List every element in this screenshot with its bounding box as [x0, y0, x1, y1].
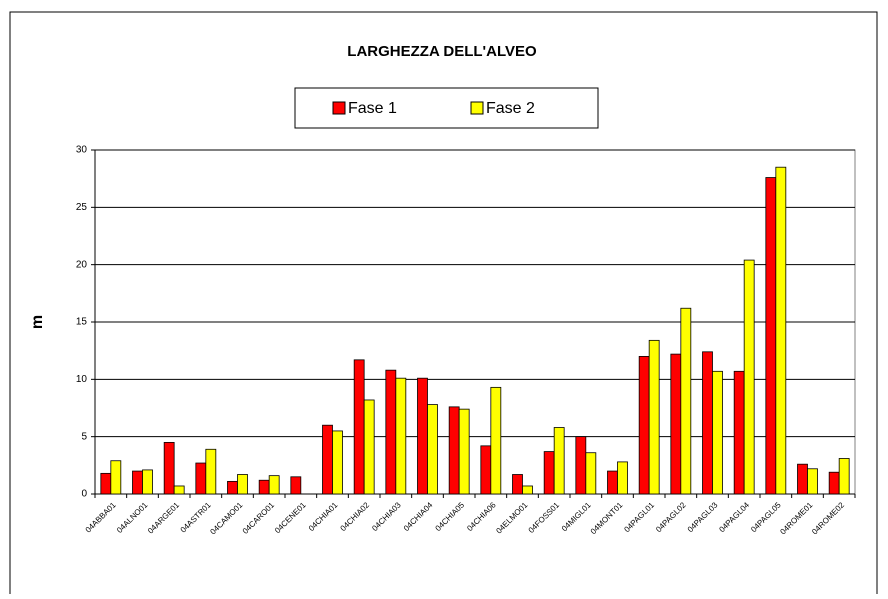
bar [237, 474, 248, 495]
legend-swatch [470, 101, 484, 115]
bar [173, 485, 185, 495]
bar [100, 472, 112, 495]
bar [458, 408, 470, 495]
y-tick-label: 0 [81, 489, 87, 500]
y-tick-label: 15 [76, 317, 88, 328]
bar [702, 351, 713, 495]
bar [617, 461, 628, 495]
bar [743, 259, 755, 495]
bar [712, 370, 723, 495]
bar [607, 470, 618, 495]
bar [480, 445, 492, 495]
bar [638, 355, 650, 495]
y-tick-label: 10 [76, 374, 88, 385]
bar [353, 359, 365, 495]
bar [268, 475, 280, 495]
legend-label: Fase 1 [348, 100, 397, 117]
bar [290, 476, 302, 495]
bar [585, 452, 597, 495]
bar [448, 406, 460, 495]
bar [838, 458, 850, 495]
y-tick-label: 5 [81, 431, 87, 442]
bar [490, 386, 502, 495]
bar [332, 430, 343, 495]
bar [575, 436, 587, 495]
bar [512, 474, 523, 495]
y-tick-label: 20 [76, 259, 88, 270]
bar [322, 424, 333, 495]
bar [765, 177, 777, 495]
bar [258, 479, 270, 495]
bar [543, 451, 555, 495]
bar [363, 399, 375, 495]
bar [132, 470, 143, 495]
bar [110, 460, 122, 495]
bar [680, 307, 692, 495]
bar [395, 377, 407, 495]
bar [205, 448, 217, 495]
bar [163, 441, 175, 495]
bar [733, 370, 745, 495]
bar [227, 480, 238, 495]
bar [417, 377, 428, 495]
bar [427, 404, 438, 495]
bar [670, 353, 682, 495]
bar [195, 462, 207, 495]
bar [807, 468, 818, 495]
y-tick-label: 25 [76, 202, 88, 213]
bar [797, 463, 808, 495]
chart-title: LARGHEZZA DELL'ALVEO [347, 43, 537, 60]
bar [775, 166, 787, 495]
bar [648, 339, 660, 495]
y-tick-label: 30 [76, 145, 88, 156]
bar [828, 471, 840, 495]
legend-swatch [332, 101, 346, 115]
bar [142, 469, 153, 495]
bar [385, 369, 397, 495]
y-axis-label: m [29, 315, 46, 329]
bar [553, 427, 565, 495]
legend-label: Fase 2 [486, 100, 535, 117]
bar [522, 485, 533, 495]
